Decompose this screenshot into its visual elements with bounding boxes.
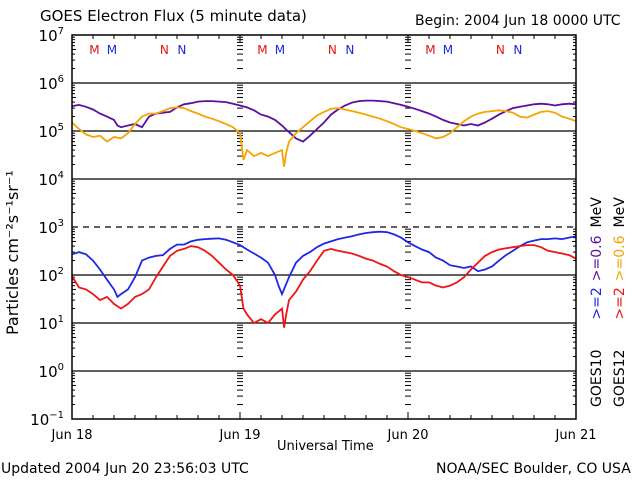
marker-m-goes10: M [107,43,117,57]
data-series [71,99,577,328]
y-tick-label: 102 [39,266,64,285]
legend-goes10-unit: MeV [589,197,605,228]
y-tick-exponent: 4 [58,170,64,181]
y-tick-exponent: 0 [58,362,64,373]
gridlines [72,82,576,372]
y-tick-label: 106 [39,74,64,93]
y-tick-exponent: −1 [49,410,64,421]
series-goes12-0-6-mev [71,106,577,167]
y-tick-base: 10 [39,363,58,381]
y-tick-exponent: 5 [58,122,64,133]
y-tick-exponent: 3 [58,218,64,229]
x-tick-label: Jun 19 [219,428,261,443]
y-tick-label: 104 [39,170,64,189]
marker-m-goes10: M [443,43,453,57]
y-tick-exponent: 1 [58,314,64,325]
x-axis-title: Universal Time [277,439,374,454]
y-tick-exponent: 7 [58,26,64,37]
y-axis-title: Particles cm⁻²s⁻¹sr⁻¹ [3,170,22,335]
legend-goes10: GOES10 >=2 >=0.6 MeV [589,197,605,407]
begin-time: Begin: 2004 Jun 18 0000 UTC [415,13,621,29]
series-goes10-2-mev [71,230,577,299]
y-tick-label: 105 [39,122,64,141]
y-tick-exponent: 6 [58,74,64,85]
legend-goes12: GOES12 >=2 >=0.6 MeV [612,197,628,407]
y-tick-base: 10 [30,411,49,429]
axis-ticks [71,35,577,419]
y-tick-base: 10 [39,171,58,189]
chart-title: GOES Electron Flux (5 minute data) [40,7,307,25]
marker-m-goes12: M [425,43,435,57]
marker-n-goes10: N [345,43,354,57]
marker-m-goes10: M [275,43,285,57]
y-tick-base: 10 [39,315,58,333]
legend-goes12-2mev: >=2 [612,287,628,320]
plot-frame [71,34,577,420]
y-tick-base: 10 [39,267,58,285]
x-tick-label: Jun 20 [387,428,429,443]
legend-goes12-06mev: >=0.6 [612,235,628,282]
y-tick-base: 10 [39,219,58,237]
marker-n-goes10: N [513,43,522,57]
marker-n-goes12: N [160,43,169,57]
legend-goes12-label: GOES12 [612,349,628,407]
y-tick-label: 107 [39,26,64,45]
y-tick-label: 100 [39,362,64,381]
marker-n-goes10: N [177,43,186,57]
y-tick-label: 10−1 [30,410,64,429]
y-tick-base: 10 [39,27,58,45]
x-tick-label: Jun 18 [51,428,93,443]
y-tick-base: 10 [39,123,58,141]
series-goes12-2-mev [71,244,577,328]
legend-goes10-2mev: >=2 [589,287,605,320]
marker-m-goes12: M [89,43,99,57]
legend-goes10-label: GOES10 [589,349,605,407]
y-tick-label: 101 [39,314,64,333]
series-goes10-0-6-mev [71,99,577,143]
y-tick-label: 103 [39,218,64,237]
legend-goes10-06mev: >=0.6 [589,235,605,282]
marker-m-goes12: M [257,43,267,57]
y-tick-base: 10 [39,75,58,93]
marker-n-goes12: N [328,43,337,57]
marker-n-goes12: N [496,43,505,57]
x-tick-labels: Jun 18 Jun 19 Jun 20 Jun 21 [51,428,597,443]
x-tick-label: Jun 21 [555,428,597,443]
legend-goes12-unit: MeV [612,197,628,228]
y-tick-exponent: 2 [58,266,64,277]
credit-text: NOAA/SEC Boulder, CO USA [436,461,631,477]
updated-timestamp: Updated 2004 Jun 20 23:56:03 UTC [1,461,249,477]
